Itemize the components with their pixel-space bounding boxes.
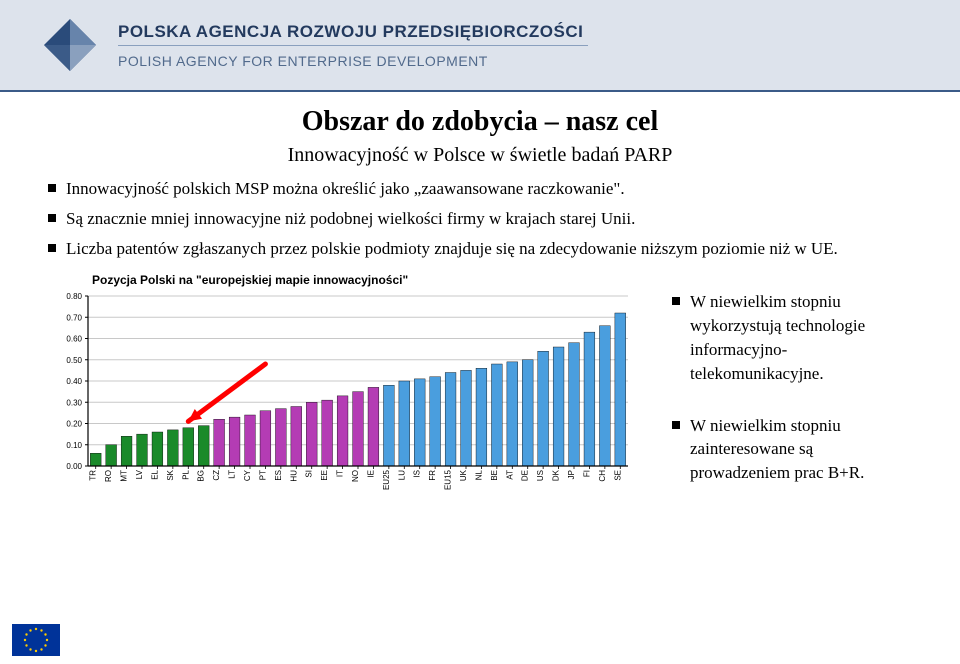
bullet-text: W niewielkim stopniu wykorzystują techno… [690,290,912,385]
svg-text:UK: UK [459,470,468,482]
eu-flag-icon [12,624,60,656]
lower-row: 0.00 0.10 0.20 0.30 0.40 0.50 0.60 0.70 0.80 TR RO… [48,266,912,513]
side-bullet-list: W niewielkim stopniu wykorzystują techno… [672,266,912,513]
svg-text:SK: SK [166,470,175,481]
agency-name-pl: POLSKA AGENCJA ROZWOJU PRZEDSIĘBIORCZOŚC… [118,22,588,42]
svg-text:NL: NL [474,470,483,481]
svg-text:IT: IT [336,470,345,477]
svg-text:CZ: CZ [212,470,221,481]
svg-text:LV: LV [135,470,144,480]
page-subtitle: Innowacyjność w Polsce w świetle badań P… [48,144,912,167]
svg-text:0.80: 0.80 [66,292,82,301]
main-content: Obszar do zdobycia – nasz cel Innowacyjn… [0,92,960,513]
bullet-text: W niewielkim stopniu zainteresowane są p… [690,414,912,485]
svg-text:EL: EL [150,470,159,480]
header-text: POLSKA AGENCJA ROZWOJU PRZEDSIĘBIORCZOŚC… [118,22,588,69]
svg-text:FI: FI [582,470,591,477]
chart-container: 0.00 0.10 0.20 0.30 0.40 0.50 0.60 0.70 0.80 TR RO… [48,266,648,513]
svg-text:DE: DE [521,470,530,481]
svg-text:0.50: 0.50 [66,356,82,365]
svg-text:0.70: 0.70 [66,314,82,323]
svg-text:TR: TR [89,470,98,481]
bullet-text: Innowacyjność polskich MSP można określi… [66,177,625,201]
bullet-text: Liczba patentów zgłaszanych przez polski… [66,237,838,261]
svg-text:0.10: 0.10 [66,441,82,450]
svg-text:EU25: EU25 [382,470,391,491]
svg-text:AT: AT [505,470,514,480]
bullet-item: Są znacznie mniej innowacyjne niż podobn… [48,207,912,231]
top-bullet-list: Innowacyjność polskich MSP można określi… [48,177,912,260]
svg-text:CH: CH [598,470,607,482]
svg-text:PL: PL [181,470,190,480]
svg-text:PT: PT [258,470,267,480]
svg-text:US: US [536,470,545,481]
svg-text:JP: JP [567,470,576,479]
svg-text:MT: MT [120,470,129,482]
svg-text:CY: CY [243,470,252,482]
svg-text:0.40: 0.40 [66,377,82,386]
svg-text:FR: FR [428,470,437,481]
svg-text:RO: RO [104,470,113,482]
svg-text:0.20: 0.20 [66,420,82,429]
svg-text:BG: BG [197,470,206,482]
page-header: POLSKA AGENCJA ROZWOJU PRZEDSIĘBIORCZOŚC… [0,0,960,92]
bullet-text: Są znacznie mniej innowacyjne niż podobn… [66,207,635,231]
svg-text:BE: BE [490,470,499,481]
svg-text:EU15: EU15 [444,470,453,491]
svg-text:IE: IE [366,470,375,478]
svg-text:SE: SE [613,470,622,481]
svg-text:HU: HU [289,470,298,482]
svg-text:DK: DK [552,470,561,482]
agency-name-en: POLISH AGENCY FOR ENTERPRISE DEVELOPMENT [118,53,588,69]
agency-logo [40,15,100,75]
header-divider [118,45,588,46]
page-title: Obszar do zdobycia – nasz cel [48,106,912,138]
svg-text:0.30: 0.30 [66,399,82,408]
bullet-item: W niewielkim stopniu wykorzystują techno… [672,290,912,385]
svg-text:IS: IS [413,470,422,478]
svg-text:ES: ES [274,470,283,481]
svg-text:0.00: 0.00 [66,462,82,471]
svg-text:0.60: 0.60 [66,335,82,344]
svg-text:LU: LU [397,470,406,480]
bullet-item: Liczba patentów zgłaszanych przez polski… [48,237,912,261]
svg-text:LT: LT [228,470,237,479]
bullet-item: W niewielkim stopniu zainteresowane są p… [672,414,912,485]
svg-text:NO: NO [351,470,360,482]
innovation-bar-chart: 0.00 0.10 0.20 0.30 0.40 0.50 0.60 0.70 0.80 TR RO… [48,266,648,506]
svg-text:Pozycja Polski na "europejskie: Pozycja Polski na "europejskiej mapie in… [92,273,408,287]
svg-text:EE: EE [320,470,329,481]
bullet-item: Innowacyjność polskich MSP można określi… [48,177,912,201]
svg-text:SI: SI [305,470,314,478]
